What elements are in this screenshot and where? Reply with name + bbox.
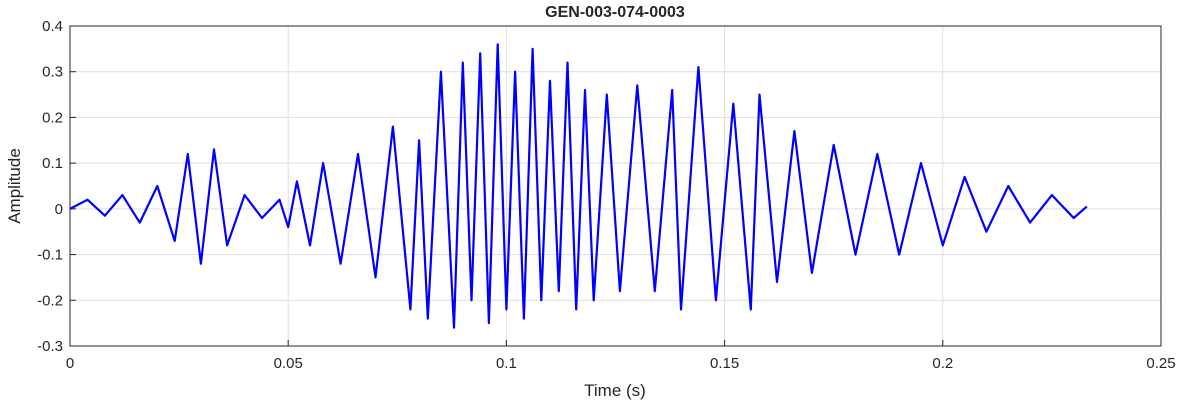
y-tick-label: 0.2: [42, 109, 63, 126]
x-tick-label: 0.2: [932, 355, 953, 372]
y-tick-label: -0.2: [37, 292, 63, 309]
y-axis-label: Amplitude: [5, 148, 24, 224]
x-tick-label: 0.25: [1146, 355, 1175, 372]
plot-frame: [69, 25, 1162, 347]
y-tick-label: 0.1: [42, 155, 63, 172]
y-tick-label: 0.4: [42, 18, 63, 35]
y-tick-label: 0.3: [42, 64, 63, 81]
y-tick-label: -0.1: [37, 247, 63, 264]
series-layer: [69, 43, 1088, 329]
plot-background: [70, 26, 1161, 346]
x-tick-label: 0.15: [710, 355, 739, 372]
tick-layer: 0 0.05 0.1 0.15 0.2 0.25 -0.3 -0.2 -0.1 0 0.1 0.2 0.…: [37, 18, 1175, 372]
chart-title: GEN-003-074-0003: [545, 4, 685, 21]
x-tick-label: 0.05: [274, 355, 303, 372]
y-tick-label: 0: [55, 201, 63, 218]
series-line: [69, 43, 1088, 329]
x-axis-label: Time (s): [584, 381, 646, 400]
x-tick-label: 0.1: [496, 355, 517, 372]
x-tick-label: 0: [66, 355, 74, 372]
y-tick-label: -0.3: [37, 338, 63, 355]
